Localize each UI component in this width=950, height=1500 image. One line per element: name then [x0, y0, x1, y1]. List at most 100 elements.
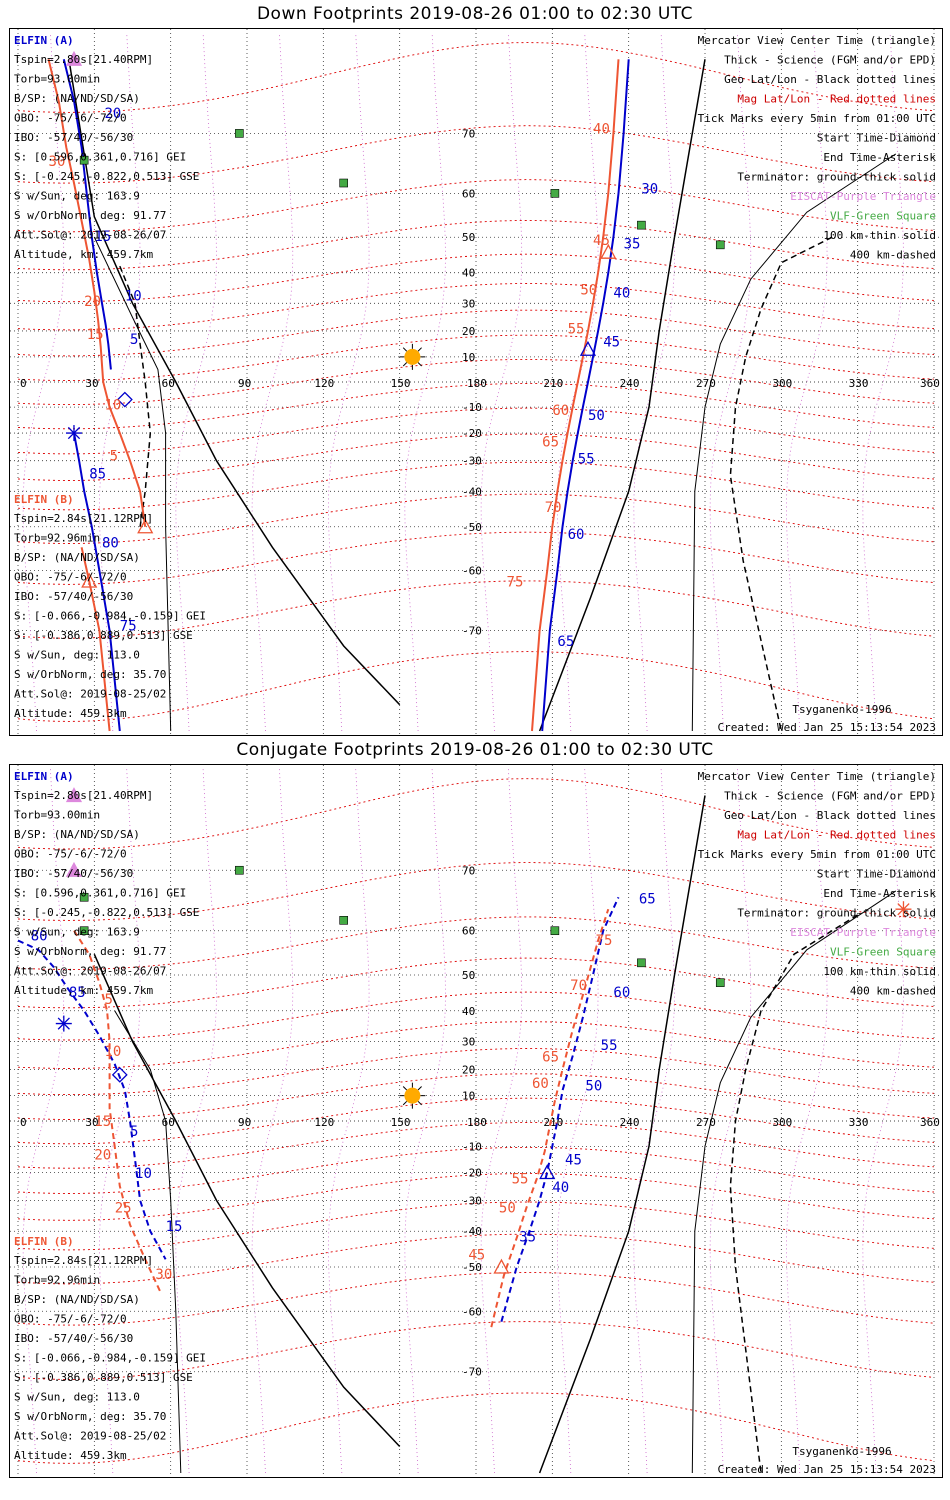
- footprint-track: [80, 547, 111, 732]
- track-tick-label: 50: [580, 283, 597, 299]
- mag-lat-line: [17, 1021, 935, 1069]
- lon-tick-label: 150: [391, 377, 411, 390]
- track-tick-label: 15: [166, 1219, 183, 1235]
- track-tick-label: 55: [512, 1171, 529, 1187]
- legend-entry: Thick - Science (FGM and/or EPD): [724, 790, 936, 803]
- lat-tick-label: -20: [462, 1166, 482, 1179]
- mag-grid: [17, 768, 935, 1474]
- vlf-square-marker: [79, 926, 89, 936]
- elfin-b-info-line: S: [-0.386,0.889,0.513] GSE: [14, 629, 193, 642]
- mag-lat-line: [17, 220, 935, 271]
- mag-lat-line: [17, 253, 935, 303]
- track-tick-label: 40: [613, 285, 630, 301]
- mag-lat-line: [17, 383, 935, 430]
- elfin-a-info-line: S w/OrbNorm, deg: 91.77: [14, 209, 166, 222]
- geo-grid: [10, 765, 942, 1477]
- info-block-b: ELFIN (B) Tspin=2.84s[21.12RPM] Torb=92.96…: [14, 1235, 206, 1462]
- legend-entry: Geo Lat/Lon - Black dotted lines: [724, 73, 936, 86]
- vlf-square-marker: [637, 220, 646, 230]
- track-tick-label: 70: [570, 978, 587, 994]
- track-tick-label: 20: [94, 1147, 111, 1163]
- elfin-b-info-line: Tspin=2.84s[21.12RPM]: [14, 1254, 153, 1267]
- track-tick-label: 40: [593, 121, 610, 137]
- elfin-a-info-line: IBO: -57/40/-56/30: [14, 131, 133, 144]
- legend-entry: EISCAT-Purple Triangle: [790, 926, 936, 939]
- footprint-track: [531, 59, 620, 732]
- track-tick-label: 70: [545, 500, 562, 516]
- legend-entry: 100 km-thin solid: [823, 965, 936, 978]
- track-tick-label: 10: [105, 398, 122, 414]
- mag-lon-line: [785, 768, 828, 1474]
- elfin-a-info-line: S: [-0.245,-0.822,0.513] GSE: [14, 906, 199, 919]
- mag-lat-line: [17, 1122, 935, 1169]
- legend-entry: Terminator: ground-thick solid: [737, 907, 936, 920]
- elfin-b-info-line: B/SP: (NA/ND/SD/SA): [14, 1293, 140, 1306]
- elfin-b-info-line: S w/Sun, deg: 113.0: [14, 1391, 140, 1404]
- elfin-a-info-line: OBO: -75/-6/-72/0: [14, 848, 127, 861]
- axis-labels: 0 30 60 90 120 150 180 210 240 270 300 330 360 70 60 50…: [20, 127, 940, 637]
- track-tick-label: 85: [69, 985, 86, 1001]
- terminator-curve: [93, 236, 172, 732]
- mag-lat-line: [17, 407, 935, 455]
- track-tick-label: 60: [552, 403, 569, 419]
- footprint-track: [62, 59, 112, 370]
- mag-lon-line: [633, 32, 675, 732]
- sun-ray: [417, 1100, 422, 1106]
- mag-lon-line: [556, 768, 599, 1474]
- vlf-square-marker: [715, 978, 725, 987]
- lon-tick-label: 330: [849, 1116, 869, 1129]
- lat-tick-label: -70: [462, 1366, 482, 1379]
- lon-tick-label: 330: [849, 377, 869, 390]
- sun-ray: [402, 1100, 408, 1106]
- mag-lat-line: [17, 1201, 935, 1251]
- mag-lon-line: [480, 32, 523, 732]
- elfin-a-info-line: S: [-0.245,-0.822,0.513] GSE: [14, 170, 199, 183]
- markers: [55, 787, 912, 1274]
- terminator-curve: [538, 795, 706, 1474]
- track-tick-label: 50: [499, 1200, 516, 1216]
- model-label: Tsyganenko-1996: [792, 703, 891, 716]
- sun-icon: [399, 1082, 426, 1109]
- vlf-square-marker: [79, 892, 89, 902]
- mag-lat-line: [17, 916, 935, 970]
- mag-lon-line: [98, 32, 141, 732]
- legend-entry: Start Time-Diamond: [817, 868, 936, 881]
- elfin-a-info-line: Att.Sol@: 2019-08-26/07: [14, 965, 166, 978]
- elfin-a-info-line: B/SP: (NA/ND/SD/SA): [14, 92, 140, 105]
- legend-entry: VLF-Green Square: [830, 946, 936, 959]
- mag-lat-line: [17, 433, 935, 481]
- triangle-marker: [493, 1258, 510, 1274]
- lon-tick-label: 60: [162, 1116, 175, 1129]
- lon-tick-label: 30: [85, 1116, 98, 1129]
- track-tick-label: 5: [130, 332, 138, 348]
- track-tick-label: 35: [624, 237, 641, 253]
- legend-entry: VLF-Green Square: [830, 210, 936, 223]
- triangle-marker: [539, 1164, 556, 1180]
- footprint-track: [17, 939, 167, 1260]
- elfin-a-info-line: Torb=93.00min: [14, 73, 100, 86]
- conjugate-footprints-map: 0 30 60 90 120 150 180 210 240 270 300 330 360 70 60 50…: [9, 764, 943, 1478]
- axis-labels: 0 30 60 90 120 150 180 210 240 270 300 330 360 70 60 50…: [20, 864, 940, 1378]
- lat-tick-label: -60: [462, 565, 482, 578]
- elfin-b-info-line: OBO: -75/-6/-72/0: [14, 1313, 127, 1326]
- mag-lon-line: [175, 768, 217, 1474]
- elfin-b-header: ELFIN (B): [14, 1235, 74, 1248]
- elfin-a-info-line: Tspin=2.80s[21.40RPM]: [14, 789, 153, 802]
- mag-lon-line: [404, 32, 446, 732]
- conjugate-footprints-title: Conjugate Footprints 2019-08-26 01:00 to…: [236, 740, 714, 760]
- sun-disc: [404, 1087, 421, 1104]
- track-tick-label: 60: [613, 985, 630, 1001]
- elfin-b-info-line: B/SP: (NA/ND/SD/SA): [14, 551, 140, 564]
- terminator-curve: [691, 890, 897, 1474]
- elfin-b-header: ELFIN (B): [14, 493, 74, 506]
- terminator-curves: [68, 59, 897, 732]
- start-diamond-marker: [111, 1066, 128, 1083]
- mag-grid: [17, 32, 935, 732]
- footprint-track: [47, 59, 147, 527]
- vlf-square-marker: [550, 189, 560, 198]
- track-tick-label: 80: [102, 535, 119, 551]
- footprint-track: [541, 59, 630, 732]
- lon-tick-label: 270: [696, 377, 716, 390]
- lon-tick-label: 300: [772, 377, 792, 390]
- track-tick-label: 40: [552, 1180, 569, 1196]
